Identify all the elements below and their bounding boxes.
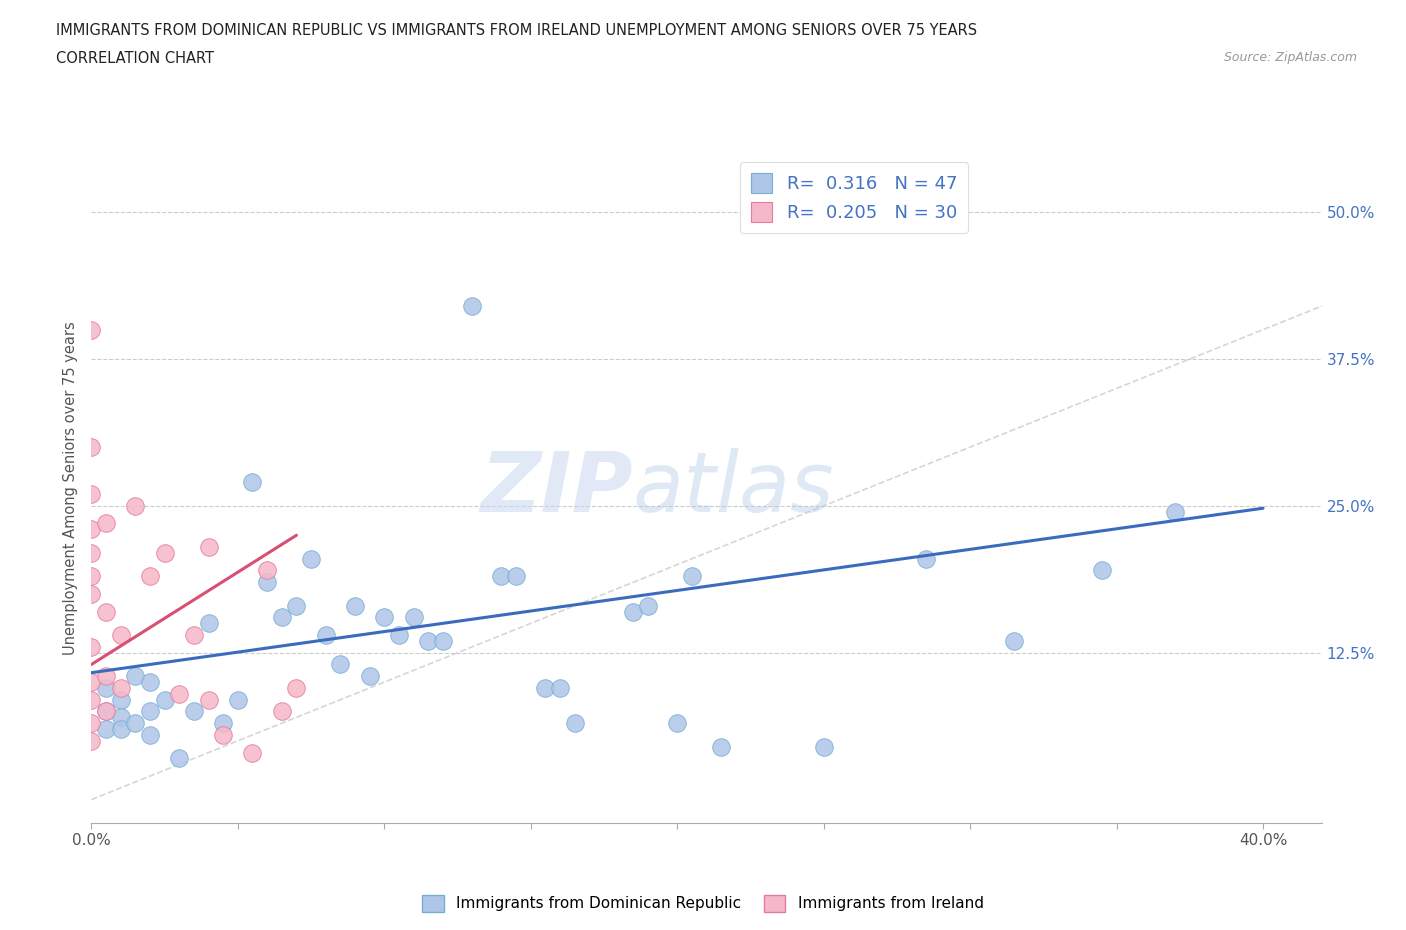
Point: [212, 716, 235, 731]
Point: [80, 569, 103, 584]
Text: atlas: atlas: [633, 447, 834, 529]
Point: [94, 604, 117, 619]
Point: [242, 475, 264, 490]
Point: [548, 681, 571, 696]
Point: [124, 669, 146, 684]
Point: [80, 734, 103, 749]
Point: [256, 575, 278, 590]
Point: [80, 440, 103, 455]
Text: ZIP: ZIP: [479, 447, 633, 529]
Point: [110, 722, 132, 737]
Point: [256, 563, 278, 578]
Point: [1002, 633, 1025, 648]
Point: [1164, 504, 1187, 519]
Point: [315, 628, 337, 643]
Text: CORRELATION CHART: CORRELATION CHART: [56, 51, 214, 66]
Legend: R=  0.316   N = 47, R=  0.205   N = 30: R= 0.316 N = 47, R= 0.205 N = 30: [740, 163, 969, 232]
Point: [183, 704, 205, 719]
Point: [80, 640, 103, 655]
Point: [183, 628, 205, 643]
Point: [402, 610, 425, 625]
Point: [418, 633, 440, 648]
Point: [491, 569, 513, 584]
Point: [666, 716, 689, 731]
Point: [94, 516, 117, 531]
Point: [681, 569, 703, 584]
Point: [139, 704, 162, 719]
Point: [80, 587, 103, 602]
Point: [124, 498, 146, 513]
Text: IMMIGRANTS FROM DOMINICAN REPUBLIC VS IMMIGRANTS FROM IRELAND UNEMPLOYMENT AMONG: IMMIGRANTS FROM DOMINICAN REPUBLIC VS IM…: [56, 23, 977, 38]
Point: [124, 716, 146, 731]
Point: [242, 745, 264, 760]
Point: [139, 727, 162, 742]
Point: [139, 569, 162, 584]
Point: [197, 692, 219, 707]
Point: [373, 610, 395, 625]
Point: [212, 727, 235, 742]
Point: [110, 710, 132, 724]
Point: [461, 299, 484, 313]
Point: [153, 545, 176, 560]
Point: [94, 681, 117, 696]
Point: [270, 704, 292, 719]
Point: [94, 704, 117, 719]
Point: [80, 522, 103, 537]
Point: [197, 539, 219, 554]
Point: [534, 681, 557, 696]
Point: [299, 551, 322, 566]
Point: [153, 692, 176, 707]
Point: [285, 681, 308, 696]
Point: [329, 657, 352, 671]
Point: [80, 322, 103, 337]
Point: [226, 692, 249, 707]
Point: [80, 692, 103, 707]
Point: [343, 598, 366, 613]
Point: [110, 681, 132, 696]
Point: [94, 704, 117, 719]
Point: [169, 751, 191, 766]
Y-axis label: Unemployment Among Seniors over 75 years: Unemployment Among Seniors over 75 years: [63, 322, 79, 655]
Point: [813, 739, 835, 754]
Point: [270, 610, 292, 625]
Point: [169, 686, 191, 701]
Point: [432, 633, 454, 648]
Point: [505, 569, 527, 584]
Legend: Immigrants from Dominican Republic, Immigrants from Ireland: Immigrants from Dominican Republic, Immi…: [416, 889, 990, 918]
Point: [710, 739, 733, 754]
Point: [80, 716, 103, 731]
Point: [359, 669, 381, 684]
Point: [110, 692, 132, 707]
Point: [110, 628, 132, 643]
Point: [388, 628, 411, 643]
Point: [80, 486, 103, 501]
Point: [915, 551, 938, 566]
Point: [80, 674, 103, 689]
Point: [80, 545, 103, 560]
Text: Source: ZipAtlas.com: Source: ZipAtlas.com: [1223, 51, 1357, 64]
Point: [139, 674, 162, 689]
Point: [564, 716, 586, 731]
Point: [621, 604, 644, 619]
Point: [197, 616, 219, 631]
Point: [637, 598, 659, 613]
Point: [285, 598, 308, 613]
Point: [94, 669, 117, 684]
Point: [1091, 563, 1114, 578]
Point: [94, 722, 117, 737]
